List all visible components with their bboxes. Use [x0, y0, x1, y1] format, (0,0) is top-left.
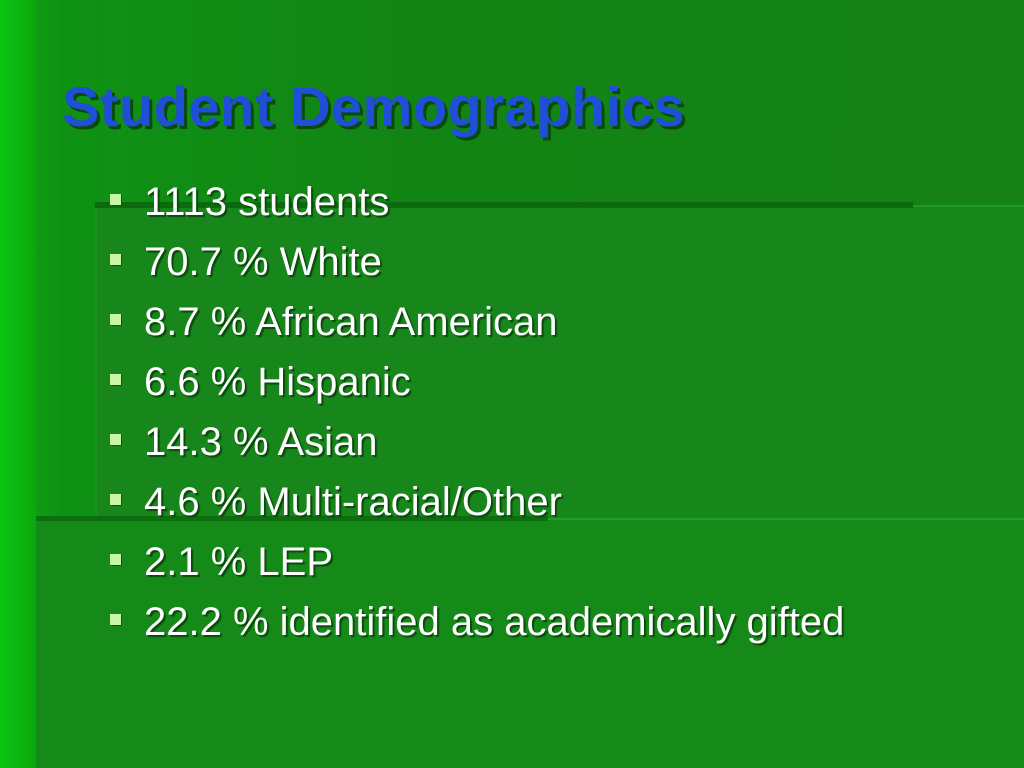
square-bullet-icon [110, 494, 121, 505]
bullet-item: 2.1 % LEP [108, 532, 844, 592]
bullet-text: 70.7 % White [144, 240, 382, 284]
square-bullet-icon [110, 374, 121, 385]
square-bullet-icon [110, 254, 121, 265]
bullet-text: 14.3 % Asian [144, 420, 378, 464]
bullet-text: 2.1 % LEP [144, 540, 334, 584]
bullet-item: 1113 students [108, 172, 844, 232]
bullet-text: 4.6 % Multi-racial/Other [144, 480, 562, 524]
bullet-text: 6.6 % Hispanic [144, 360, 411, 404]
bullet-item: 6.6 % Hispanic [108, 352, 844, 412]
bullet-text: 8.7 % African American [144, 300, 558, 344]
square-bullet-icon [110, 614, 121, 625]
square-bullet-icon [110, 194, 121, 205]
bullet-item: 70.7 % White [108, 232, 844, 292]
bullet-list: 1113 students 70.7 % White 8.7 % African… [108, 172, 844, 652]
square-bullet-icon [110, 314, 121, 325]
background-panel-lower [36, 518, 1024, 768]
bullet-item: 14.3 % Asian [108, 412, 844, 472]
bullet-item: 22.2 % identified as academically gifted [108, 592, 844, 652]
square-bullet-icon [110, 554, 121, 565]
bullet-text: 22.2 % identified as academically gifted [144, 600, 845, 644]
bullet-text: 1113 students [144, 180, 390, 224]
background-panel-edge [95, 202, 913, 208]
background-strip [0, 0, 36, 768]
slide-title: Student Demographics [62, 75, 685, 138]
square-bullet-icon [110, 434, 121, 445]
bullet-item: 8.7 % African American [108, 292, 844, 352]
background-panel-lower-edge [36, 516, 548, 521]
bullet-item: 4.6 % Multi-racial/Other [108, 472, 844, 532]
